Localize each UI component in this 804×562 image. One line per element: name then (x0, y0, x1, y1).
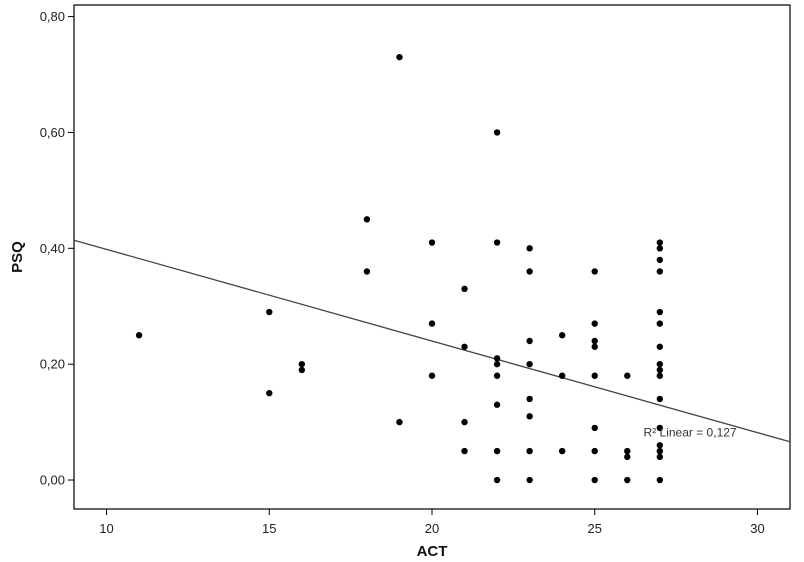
y-tick-label: 0,20 (40, 357, 65, 372)
data-point (656, 366, 664, 374)
data-point (558, 447, 566, 455)
data-point (624, 447, 631, 455)
data-point (461, 343, 468, 350)
data-point (656, 239, 664, 246)
data-point (493, 239, 501, 246)
data-point (493, 129, 501, 136)
data-point (558, 372, 566, 379)
data-point (591, 268, 598, 275)
data-point (428, 320, 436, 327)
y-axis-ticks: 0,00 0,20 0,40 0,60 0,80 (40, 9, 74, 488)
data-point (135, 332, 143, 339)
data-point (656, 372, 664, 379)
data-point (493, 360, 501, 368)
y-tick-label: 0,80 (40, 9, 65, 24)
regression-line (73, 239, 791, 443)
fit-line-label: R² Linear = 0,127 (644, 426, 737, 440)
data-point (624, 476, 631, 484)
data-point (461, 285, 468, 293)
data-point (656, 453, 664, 461)
data-point (526, 447, 533, 455)
y-tick-label: 0,40 (40, 241, 65, 256)
data-point (656, 245, 664, 252)
data-point (461, 447, 468, 455)
y-tick-label: 0,60 (40, 125, 65, 140)
data-point (591, 424, 598, 432)
data-point (363, 216, 371, 223)
data-point (656, 256, 664, 264)
data-point (591, 476, 598, 484)
data-point (656, 442, 664, 449)
data-point (656, 447, 664, 455)
data-point (591, 337, 598, 345)
data-point (656, 395, 664, 403)
x-axis-ticks: 10 15 20 25 30 (99, 509, 765, 536)
plot-area (73, 4, 791, 510)
data-point (656, 343, 664, 350)
data-point (493, 476, 501, 484)
data-point (493, 355, 501, 362)
data-point (591, 343, 598, 350)
data-point (558, 332, 566, 339)
data-point (624, 372, 631, 379)
data-point (656, 268, 664, 275)
data-point (493, 401, 501, 408)
data-point (656, 476, 664, 484)
data-points (135, 53, 664, 484)
data-point (526, 476, 533, 484)
x-tick-label: 25 (587, 521, 601, 536)
data-point (656, 308, 664, 316)
data-point (493, 372, 501, 379)
x-axis-title: ACT (417, 543, 448, 560)
data-point (656, 320, 664, 327)
data-point (526, 268, 533, 275)
data-point (591, 447, 598, 455)
data-point (396, 53, 403, 61)
y-axis-title: PSQ (9, 241, 26, 273)
data-point (624, 453, 631, 461)
data-point (526, 337, 533, 345)
data-point (526, 413, 533, 420)
data-point (363, 268, 371, 275)
data-point (526, 360, 533, 368)
data-point (396, 418, 403, 426)
data-point (526, 395, 533, 403)
data-point (656, 360, 664, 368)
data-point (266, 308, 273, 316)
data-point (591, 372, 598, 379)
data-point (298, 366, 306, 374)
y-tick-label: 0,00 (40, 473, 65, 488)
x-tick-label: 30 (750, 521, 764, 536)
x-tick-label: 10 (99, 521, 113, 536)
data-point (526, 245, 533, 252)
data-point (266, 389, 273, 397)
x-tick-label: 20 (425, 521, 439, 536)
data-point (298, 360, 306, 368)
x-tick-label: 15 (262, 521, 276, 536)
data-point (428, 372, 436, 379)
data-point (461, 418, 468, 426)
data-point (428, 239, 436, 246)
data-point (591, 320, 598, 327)
data-point (656, 424, 664, 432)
data-point (493, 447, 501, 455)
